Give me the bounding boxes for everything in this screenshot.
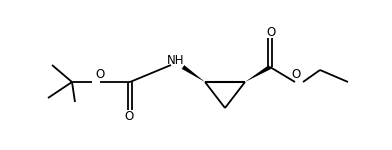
Text: O: O — [95, 69, 105, 81]
Text: O: O — [124, 110, 134, 123]
Text: O: O — [267, 27, 276, 39]
Polygon shape — [182, 65, 205, 82]
Polygon shape — [245, 65, 271, 82]
Text: O: O — [291, 69, 301, 81]
Text: NH: NH — [167, 54, 185, 66]
